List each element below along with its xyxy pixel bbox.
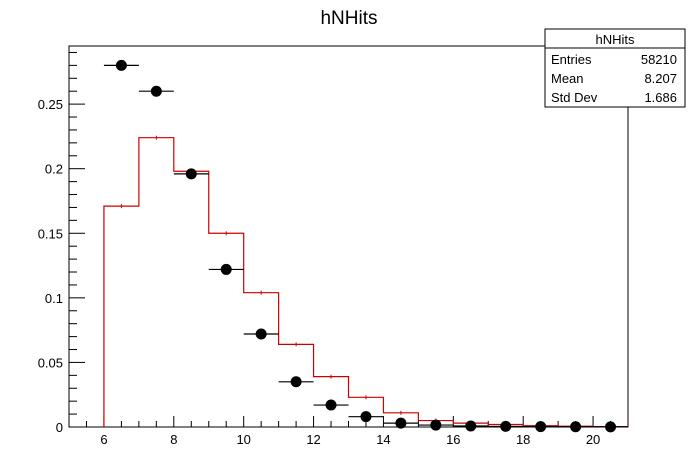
data-point-marker <box>255 328 267 340</box>
data-point-marker <box>500 420 512 432</box>
stats-mean-label: Mean <box>551 71 584 86</box>
data-point-marker <box>465 420 477 432</box>
data-point-marker <box>430 419 442 431</box>
stats-entries-value: 58210 <box>641 52 677 67</box>
x-tick-label: 20 <box>586 432 600 447</box>
x-tick-label: 14 <box>376 432 390 447</box>
stats-box: hNHits Entries 58210 Mean 8.207 Std Dev … <box>544 28 686 108</box>
y-tick-label: 0 <box>56 420 63 435</box>
x-tick-label: 10 <box>236 432 250 447</box>
x-tick-label: 18 <box>516 432 530 447</box>
data-point-marker <box>150 85 162 97</box>
data-point-marker <box>395 417 407 429</box>
data-point-marker <box>360 411 372 423</box>
y-tick-label: 0.25 <box>38 97 63 112</box>
data-point-marker <box>185 168 197 180</box>
data-point-marker <box>115 59 127 71</box>
x-tick-label: 8 <box>170 432 177 447</box>
y-tick-label: 0.1 <box>45 291 63 306</box>
stats-box-title: hNHits <box>595 32 635 47</box>
x-tick-label: 16 <box>446 432 460 447</box>
data-point-marker <box>605 421 617 433</box>
x-tick-label: 6 <box>100 432 107 447</box>
stats-box-frame <box>544 28 686 108</box>
plot-area: 6 8 10 12 14 16 18 20 0 0.05 0.1 0.15 0.2 0.25 <box>38 45 629 447</box>
data-point-marker <box>290 376 302 388</box>
chart-title: hNHits <box>320 8 377 29</box>
y-tick-label: 0.15 <box>38 226 63 241</box>
stats-stddev-value: 1.686 <box>644 90 677 105</box>
stats-entries-label: Entries <box>551 52 592 67</box>
stats-stddev-label: Std Dev <box>551 90 598 105</box>
stats-mean-value: 8.207 <box>644 71 677 86</box>
data-point-marker <box>325 399 337 411</box>
data-point-marker <box>570 421 582 433</box>
data-point-marker <box>535 421 547 433</box>
data-point-marker <box>220 263 232 275</box>
y-tick-label: 0.2 <box>45 162 63 177</box>
y-tick-label: 0.05 <box>38 355 63 370</box>
x-tick-label: 12 <box>306 432 320 447</box>
